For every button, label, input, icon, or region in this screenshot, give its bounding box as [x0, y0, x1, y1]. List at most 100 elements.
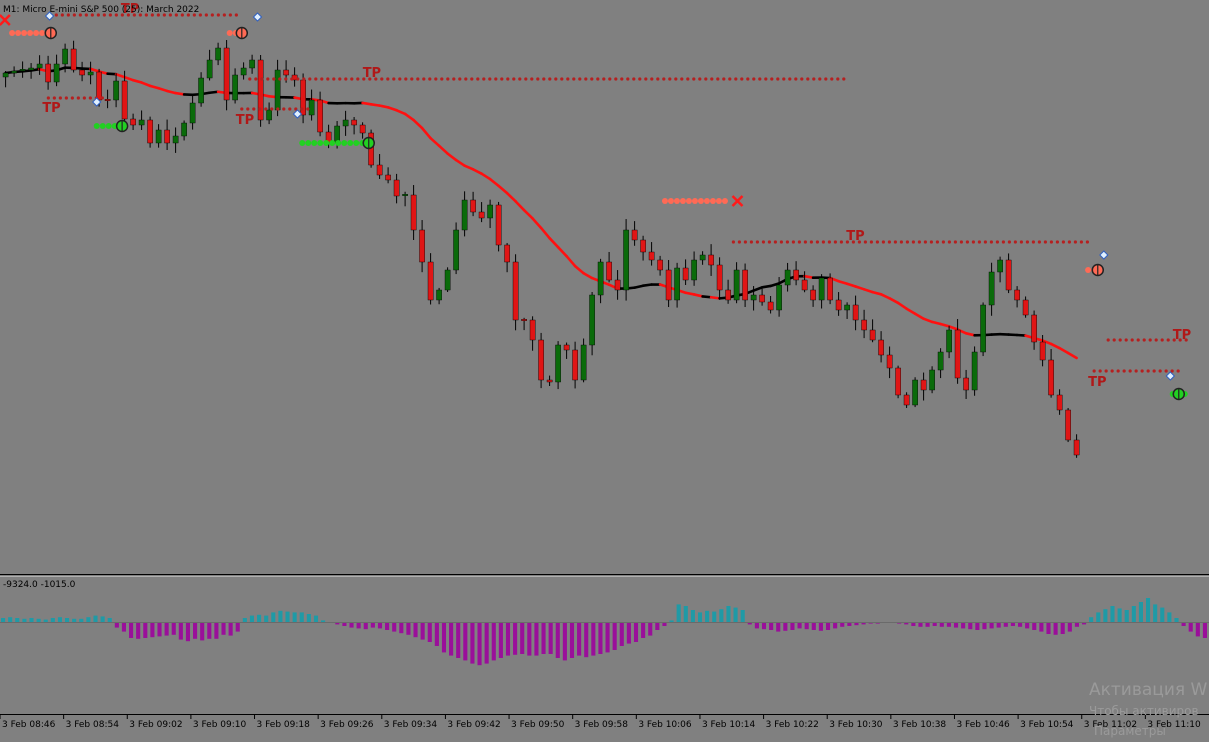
- candle: [71, 41, 76, 73]
- tp-line-dot: [806, 77, 809, 80]
- candle-body: [879, 340, 884, 355]
- tp-line-dot: [744, 240, 747, 243]
- sell-arrow-icon: [236, 28, 247, 39]
- histogram-bar: [1125, 610, 1129, 622]
- tp-line-dot: [584, 77, 587, 80]
- tp-line-dot: [1107, 338, 1110, 341]
- candle: [394, 174, 399, 203]
- tp-line-dot: [276, 107, 279, 110]
- candle-body: [547, 380, 552, 382]
- candle-body: [462, 200, 467, 230]
- candle-body: [37, 64, 42, 68]
- activation-watermark-line3: Параметры: [1094, 724, 1166, 738]
- histogram-bar: [229, 622, 233, 636]
- tp-line-dot: [1099, 369, 1102, 372]
- histogram-bar: [157, 622, 161, 636]
- candle-body: [29, 68, 34, 70]
- candle-body: [420, 230, 425, 262]
- histogram-bar: [705, 611, 709, 622]
- candle-body: [454, 230, 459, 270]
- candle: [1015, 286, 1020, 307]
- tp-line-dot: [668, 77, 671, 80]
- time-tick-label: 3 Feb 08:54: [66, 720, 120, 730]
- candle-body: [131, 119, 136, 125]
- histogram-bar: [577, 622, 581, 656]
- tp-line-dot: [734, 77, 737, 80]
- sell-entry-line-dot: [668, 198, 674, 204]
- tp-label: TP: [1173, 328, 1191, 343]
- tp-line-dot: [804, 240, 807, 243]
- moving-average-segment: [116, 74, 125, 77]
- histogram-bar: [712, 612, 716, 622]
- candle-body: [641, 240, 646, 252]
- tp-line-dot: [524, 77, 527, 80]
- tp-line-dot: [1074, 240, 1077, 243]
- moving-average-segment: [856, 287, 865, 290]
- tp-line-dot: [410, 77, 413, 80]
- tp-line-dot: [756, 240, 759, 243]
- histogram-bar: [776, 622, 780, 632]
- histogram-bar: [271, 612, 275, 622]
- candle: [1023, 296, 1028, 317]
- tp-line-dot: [338, 77, 341, 80]
- sell-entry-line-dot: [9, 30, 15, 36]
- candle-body: [607, 262, 612, 280]
- buy-entry-line-dot: [94, 123, 100, 129]
- candle: [1074, 434, 1079, 458]
- candle-body: [785, 270, 790, 285]
- moving-average-segment: [873, 292, 882, 294]
- close-trade-x-icon: [732, 196, 742, 206]
- histogram-bar: [58, 617, 62, 622]
- histogram-bar: [506, 622, 510, 656]
- histogram-bar: [982, 622, 986, 629]
- candle-body: [233, 75, 238, 100]
- candle-body: [666, 270, 671, 300]
- tp-line-dot: [476, 77, 479, 80]
- moving-average-segment: [125, 77, 134, 80]
- histogram-bar: [165, 622, 169, 636]
- candle-body: [80, 70, 85, 75]
- histogram-bar: [563, 622, 567, 660]
- candle: [46, 56, 51, 90]
- candle: [199, 72, 204, 107]
- tp-line-dot: [644, 77, 647, 80]
- time-tick-label: 3 Feb 10:06: [638, 720, 692, 730]
- moving-average-segment: [473, 169, 482, 173]
- candle-body: [411, 195, 416, 230]
- sell-arrow-icon: [45, 28, 56, 39]
- sell-entry-line-dot: [21, 30, 27, 36]
- candle-body: [165, 130, 170, 143]
- moving-average-segment: [839, 281, 848, 284]
- tp-line-dot: [1167, 338, 1170, 341]
- tp-line-dot: [818, 77, 821, 80]
- tp-line: [1093, 369, 1180, 372]
- tp-line-dot: [1117, 369, 1120, 372]
- candle-body: [63, 49, 68, 64]
- tp-line-dot: [828, 240, 831, 243]
- tp-line-dot: [1155, 338, 1158, 341]
- tp-line-dot: [888, 240, 891, 243]
- histogram-bar: [1132, 606, 1136, 622]
- candle-body: [751, 295, 756, 300]
- tp-line-dot: [912, 240, 915, 243]
- candle-body: [267, 110, 272, 120]
- candle: [454, 222, 459, 274]
- tp-line-dot: [470, 77, 473, 80]
- candle-body: [479, 212, 484, 218]
- target-hit-diamond-icon: [1166, 372, 1174, 380]
- candle-body: [624, 230, 629, 290]
- histogram-bar: [520, 622, 524, 654]
- histogram-bar: [1046, 622, 1050, 634]
- candle: [377, 154, 382, 179]
- histogram-bar: [72, 619, 76, 622]
- histogram-bar: [826, 622, 830, 630]
- buy-entry-line-dot: [353, 140, 359, 146]
- tp-line-dot: [65, 96, 68, 99]
- histogram-bar: [8, 617, 12, 622]
- histogram-bar: [1061, 622, 1065, 634]
- candle-body: [539, 340, 544, 380]
- candle: [20, 61, 25, 77]
- tp-line-dot: [602, 77, 605, 80]
